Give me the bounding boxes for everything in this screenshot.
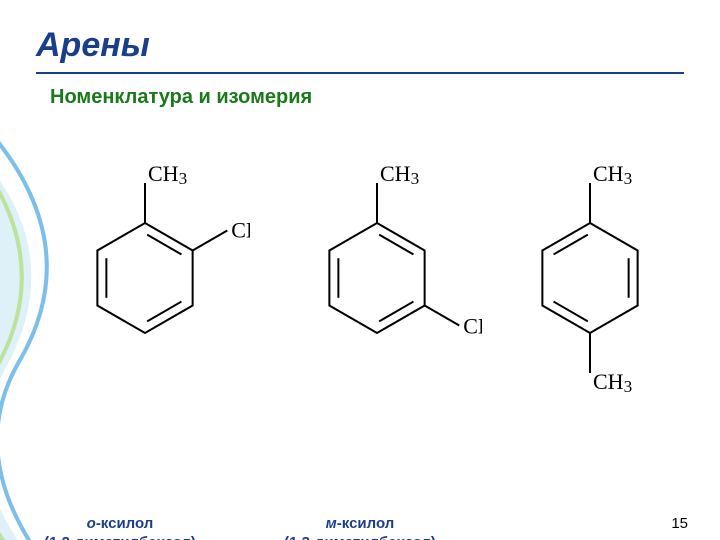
title-underline <box>36 72 684 74</box>
molecule-area: CH3CH3о-ксилол(1,2-диметилбензол)CH3CH3м… <box>0 120 720 420</box>
svg-text:CH3: CH3 <box>463 314 482 341</box>
svg-text:CH3: CH3 <box>231 218 250 245</box>
molecule-label-meta: м-ксилол (1,3-диметилбензол) <box>260 515 460 540</box>
molecule-para: CH3 CH3 <box>510 128 710 418</box>
molecule-meta: CH3 CH3 <box>282 128 482 363</box>
svg-text:CH3: CH3 <box>380 161 419 188</box>
isomer-prefix: м <box>326 515 337 532</box>
molecule-label-ortho: о-ксилол (1,2-диметилбензол) <box>20 515 220 540</box>
compound-systematic-name: (1,2-диметилбензол) <box>44 534 196 540</box>
slide-subtitle: Номенклатура и изомерия <box>50 86 312 109</box>
svg-text:CH3: CH3 <box>148 161 187 188</box>
slide-title: Арены <box>36 26 150 65</box>
svg-text:CH3: CH3 <box>593 369 632 396</box>
molecule-ortho: CH3 CH3 <box>50 128 250 358</box>
isomer-prefix: о <box>87 515 96 532</box>
page-number: 15 <box>671 515 688 532</box>
compound-common-name: -ксилол <box>96 515 154 532</box>
compound-systematic-name: (1,3-диметилбензол) <box>284 534 436 540</box>
compound-common-name: -ксилол <box>337 515 395 532</box>
slide: Арены Номенклатура и изомерия CH3CH3о-кс… <box>0 0 720 540</box>
svg-text:CH3: CH3 <box>593 161 632 188</box>
